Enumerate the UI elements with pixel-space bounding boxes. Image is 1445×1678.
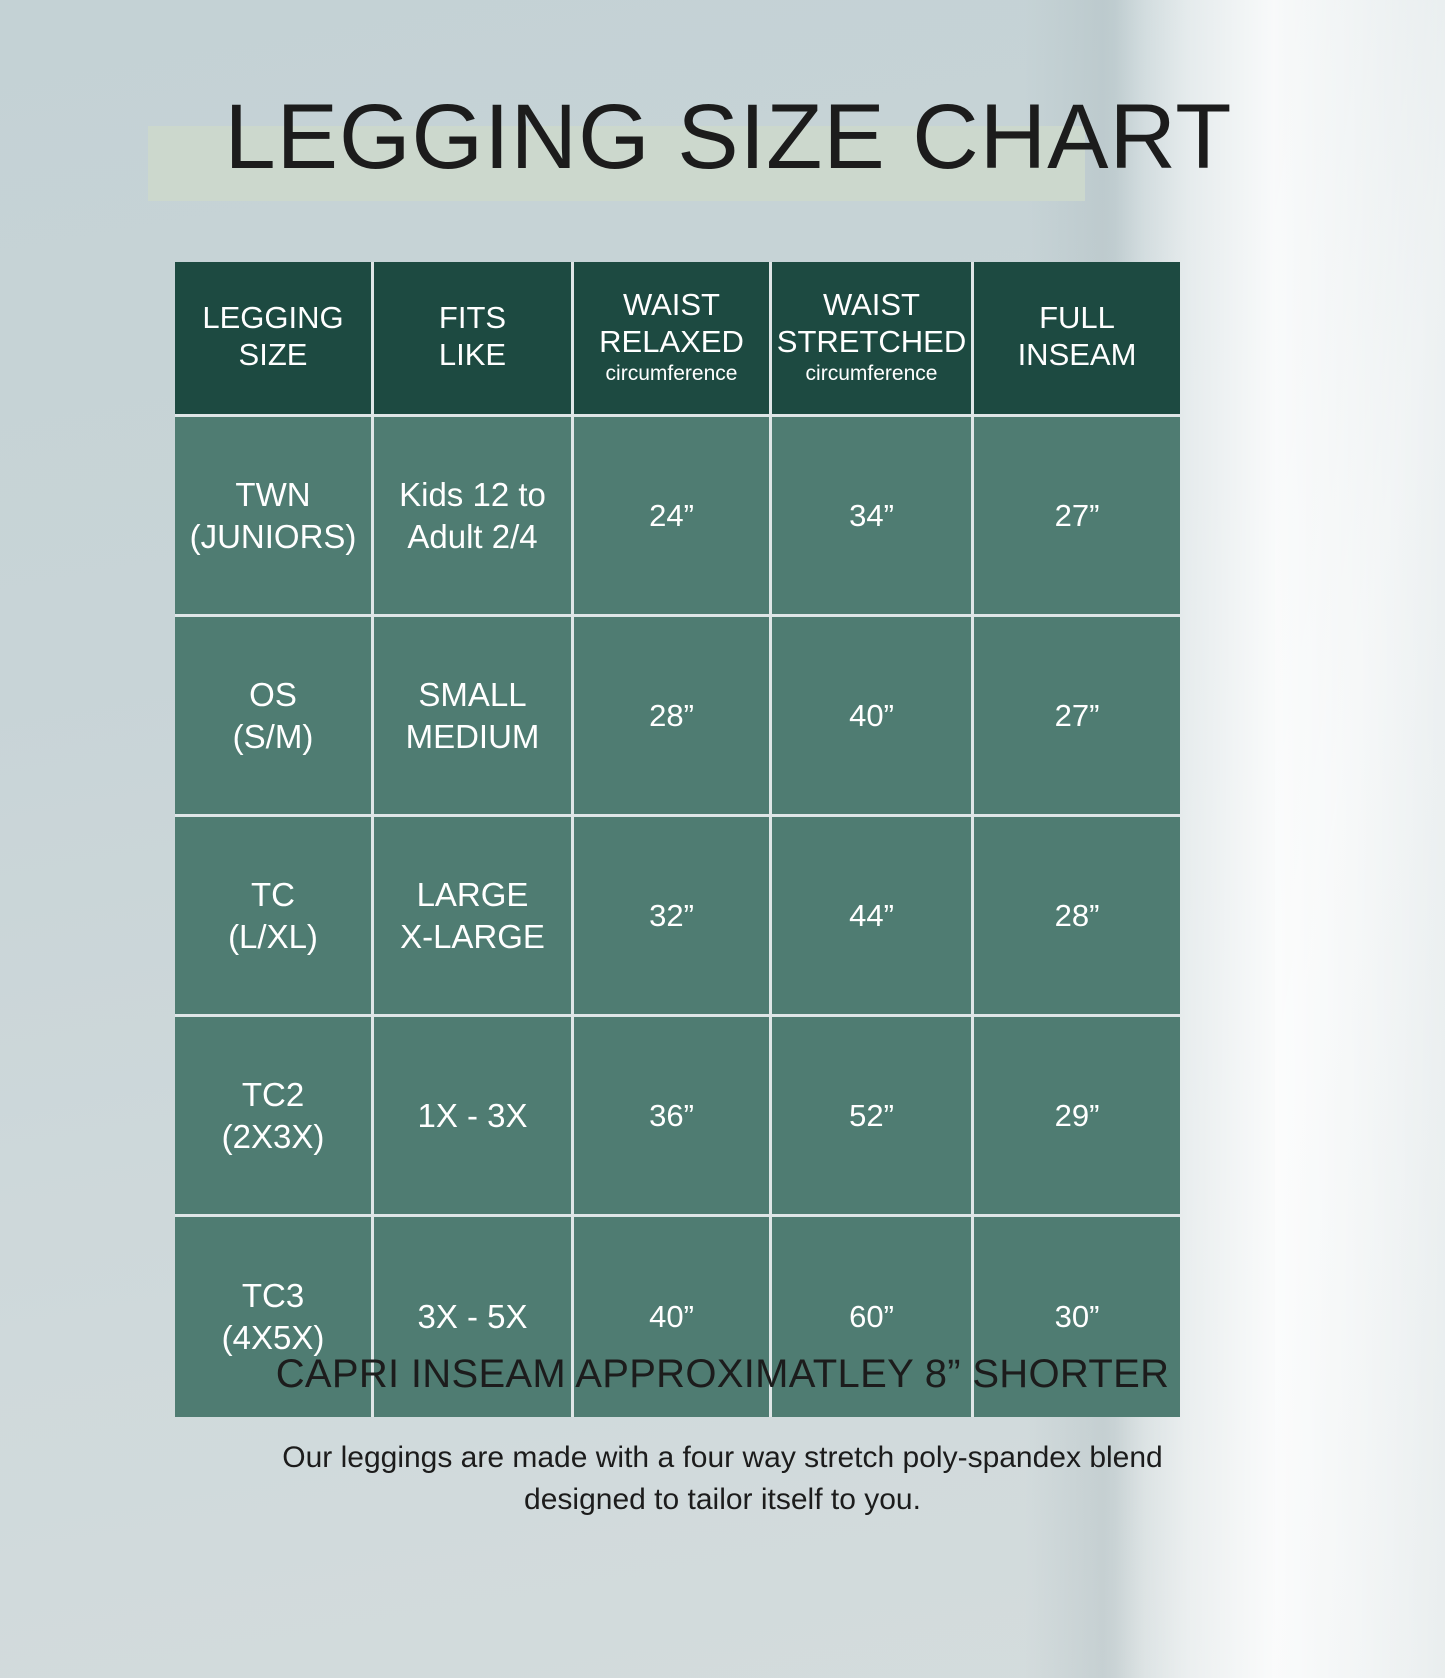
size-alias: (4X5X) <box>221 1319 325 1356</box>
fits-line-1: Kids 12 to <box>399 475 546 513</box>
fits-line-2: MEDIUM <box>405 717 540 755</box>
table-header: LEGGING SIZE FITS LIKE WAIST RELAXED cir… <box>175 262 1180 417</box>
cell-full-inseam: 27” <box>974 417 1180 617</box>
column-header-full-inseam: FULL INSEAM <box>974 262 1180 417</box>
header-subtitle: circumference <box>605 361 738 385</box>
header-subtitle: circumference <box>805 361 938 385</box>
background-light-sheen-secondary <box>1275 0 1445 1678</box>
cell-waist-stretched: 44” <box>772 817 974 1017</box>
table-row: OS (S/M) SMALL MEDIUM 28” 40” 27” <box>175 617 1180 817</box>
header-line-1: WAIST <box>622 286 720 322</box>
fits-line-1: SMALL <box>418 675 527 713</box>
table-body: TWN (JUNIORS) Kids 12 to Adult 2/4 24” 3… <box>175 417 1180 1417</box>
size-alias: (2X3X) <box>221 1117 325 1155</box>
cell-full-inseam: 27” <box>974 617 1180 817</box>
cell-legging-size: TC3 (4X5X) <box>175 1217 374 1417</box>
cell-legging-size: OS (S/M) <box>175 617 374 817</box>
fits-line-1: LARGE <box>416 875 529 913</box>
header-line-2: LIKE <box>438 337 507 372</box>
size-alias: (JUNIORS) <box>189 517 357 555</box>
cell-fits-like: 3X - 5X <box>374 1217 574 1417</box>
cell-full-inseam: 29” <box>974 1017 1180 1217</box>
table-row: TC (L/XL) LARGE X-LARGE 32” 44” 28” <box>175 817 1180 1017</box>
cell-waist-relaxed: 40” <box>574 1217 772 1417</box>
table-row: TC3 (4X5X) 3X - 5X 40” 60” 30” <box>175 1217 1180 1417</box>
cell-fits-like: SMALL MEDIUM <box>374 617 574 817</box>
legging-size-table: LEGGING SIZE FITS LIKE WAIST RELAXED cir… <box>175 262 1180 1417</box>
size-code: TC2 <box>241 1075 305 1113</box>
cell-legging-size: TC (L/XL) <box>175 817 374 1017</box>
cell-fits-like: Kids 12 to Adult 2/4 <box>374 417 574 617</box>
cell-full-inseam: 28” <box>974 817 1180 1017</box>
title-highlight-band <box>148 126 1085 201</box>
header-line-1: LEGGING <box>202 300 344 335</box>
size-code: OS <box>249 675 297 713</box>
cell-waist-relaxed: 36” <box>574 1017 772 1217</box>
cell-waist-stretched: 60” <box>772 1217 974 1417</box>
fabric-description: Our leggings are made with a four way st… <box>0 1437 1445 1521</box>
column-header-waist-relaxed: WAIST RELAXED circumference <box>574 262 772 417</box>
header-line-1: FITS <box>438 300 507 335</box>
page-title: LEGGING SIZE CHART <box>224 86 1233 188</box>
cell-waist-relaxed: 28” <box>574 617 772 817</box>
cell-fits-like: 1X - 3X <box>374 1017 574 1217</box>
cell-waist-stretched: 40” <box>772 617 974 817</box>
column-header-waist-stretched: WAIST STRETCHED circumference <box>772 262 974 417</box>
cell-full-inseam: 30” <box>974 1217 1180 1417</box>
table-header-row: LEGGING SIZE FITS LIKE WAIST RELAXED cir… <box>175 262 1180 417</box>
header-line-2: RELAXED <box>599 323 744 359</box>
fits-line-2: Adult 2/4 <box>407 517 538 555</box>
header-line-1: WAIST <box>822 286 920 322</box>
fabric-description-line-1: Our leggings are made with a four way st… <box>282 1441 1163 1474</box>
cell-legging-size: TWN (JUNIORS) <box>175 417 374 617</box>
table-row: TWN (JUNIORS) Kids 12 to Adult 2/4 24” 3… <box>175 417 1180 617</box>
cell-waist-stretched: 52” <box>772 1017 974 1217</box>
cell-waist-relaxed: 24” <box>574 417 772 617</box>
capri-inseam-note: CAPRI INSEAM APPROXIMATLEY 8” SHORTER <box>275 1352 1170 1396</box>
column-header-fits-like: FITS LIKE <box>374 262 574 417</box>
header-line-1: FULL <box>1039 300 1115 335</box>
cell-fits-like: LARGE X-LARGE <box>374 817 574 1017</box>
fabric-description-line-2: designed to tailor itself to you. <box>524 1483 921 1516</box>
size-code: TC <box>251 875 295 913</box>
cell-waist-relaxed: 32” <box>574 817 772 1017</box>
header-line-2: STRETCHED <box>776 323 967 359</box>
fits-line-2: X-LARGE <box>400 917 545 955</box>
size-alias: (S/M) <box>232 717 314 755</box>
header-line-2: INSEAM <box>1017 337 1137 372</box>
table-row: TC2 (2X3X) 1X - 3X 36” 52” 29” <box>175 1017 1180 1217</box>
size-code: TC3 <box>241 1277 305 1314</box>
size-alias: (L/XL) <box>228 917 318 955</box>
column-header-legging-size: LEGGING SIZE <box>175 262 374 417</box>
header-line-2: SIZE <box>238 337 308 372</box>
cell-waist-stretched: 34” <box>772 417 974 617</box>
size-code: TWN <box>235 475 311 513</box>
title-section: LEGGING SIZE CHART <box>0 82 1445 212</box>
cell-legging-size: TC2 (2X3X) <box>175 1017 374 1217</box>
